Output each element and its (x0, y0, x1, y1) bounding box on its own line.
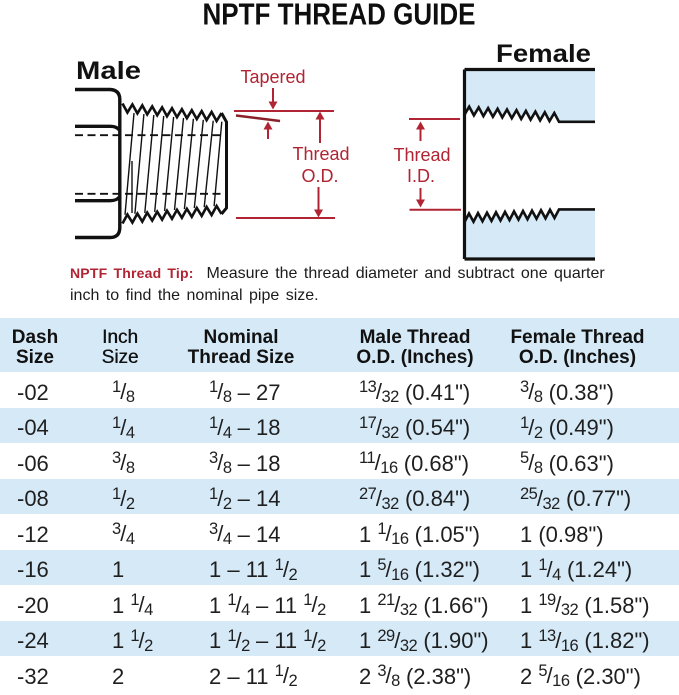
svg-text:O.D.: O.D. (301, 166, 338, 186)
svg-text:Thread: Thread (393, 145, 450, 165)
svg-text:NPTF THREAD GUIDE: NPTF THREAD GUIDE (203, 0, 476, 32)
svg-text:Female: Female (496, 40, 591, 68)
svg-text:I.D.: I.D. (407, 166, 435, 186)
svg-text:Thread: Thread (292, 144, 349, 164)
svg-text:Male: Male (76, 57, 141, 85)
svg-text:Tapered: Tapered (240, 67, 305, 87)
